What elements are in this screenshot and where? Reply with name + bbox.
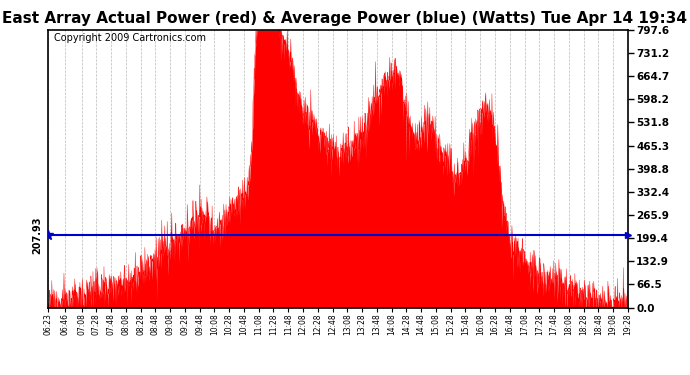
Text: East Array Actual Power (red) & Average Power (blue) (Watts) Tue Apr 14 19:34: East Array Actual Power (red) & Average … <box>3 11 687 26</box>
Text: 207.93: 207.93 <box>32 216 43 254</box>
Text: Copyright 2009 Cartronics.com: Copyright 2009 Cartronics.com <box>54 33 206 43</box>
